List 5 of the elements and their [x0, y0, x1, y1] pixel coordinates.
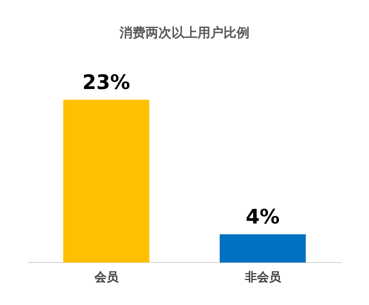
- data-label: 23%: [82, 70, 130, 94]
- data-label: 4%: [246, 204, 280, 228]
- x-tick-label: 非会员: [244, 270, 282, 284]
- x-tick-label: 会员: [93, 270, 120, 284]
- chart-title: 消费两次以上用户比例: [118, 25, 250, 42]
